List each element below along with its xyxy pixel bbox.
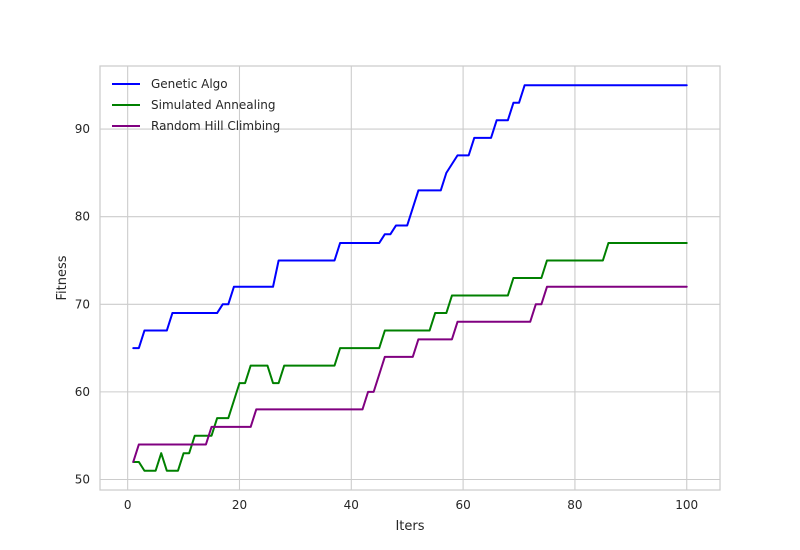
y-tick-label: 50: [75, 472, 90, 486]
x-tick-label: 100: [675, 498, 698, 512]
legend-label-random-hill-climbing: Random Hill Climbing: [151, 119, 280, 133]
y-tick-label: 60: [75, 385, 90, 399]
legend: Genetic Algo Simulated Annealing Random Hi…: [112, 77, 280, 133]
series-line-genetic-algo: [132, 84, 688, 350]
series-line-simulated-annealing: [132, 241, 688, 472]
plot-frame: [99, 65, 721, 491]
series-layer: [132, 84, 688, 472]
y-tick-label: 80: [75, 210, 90, 224]
y-tick-label: 70: [75, 297, 90, 311]
legend-label-simulated-annealing: Simulated Annealing: [151, 98, 276, 112]
x-tick-label: 80: [567, 498, 582, 512]
y-axis-label: Fitness: [55, 255, 70, 300]
x-axis-label: Iters: [395, 519, 424, 534]
series-line-random-hill-climbing: [132, 285, 688, 463]
y-tick-label: 90: [75, 122, 90, 136]
ticks: 0 20 40 60 80 100 50 60 70 80 90: [75, 122, 698, 512]
x-tick-label: 60: [455, 498, 470, 512]
x-tick-label: 40: [344, 498, 359, 512]
x-tick-label: 20: [232, 498, 247, 512]
x-tick-label: 0: [124, 498, 132, 512]
plot-background: [100, 66, 720, 490]
legend-label-genetic-algo: Genetic Algo: [151, 77, 228, 91]
